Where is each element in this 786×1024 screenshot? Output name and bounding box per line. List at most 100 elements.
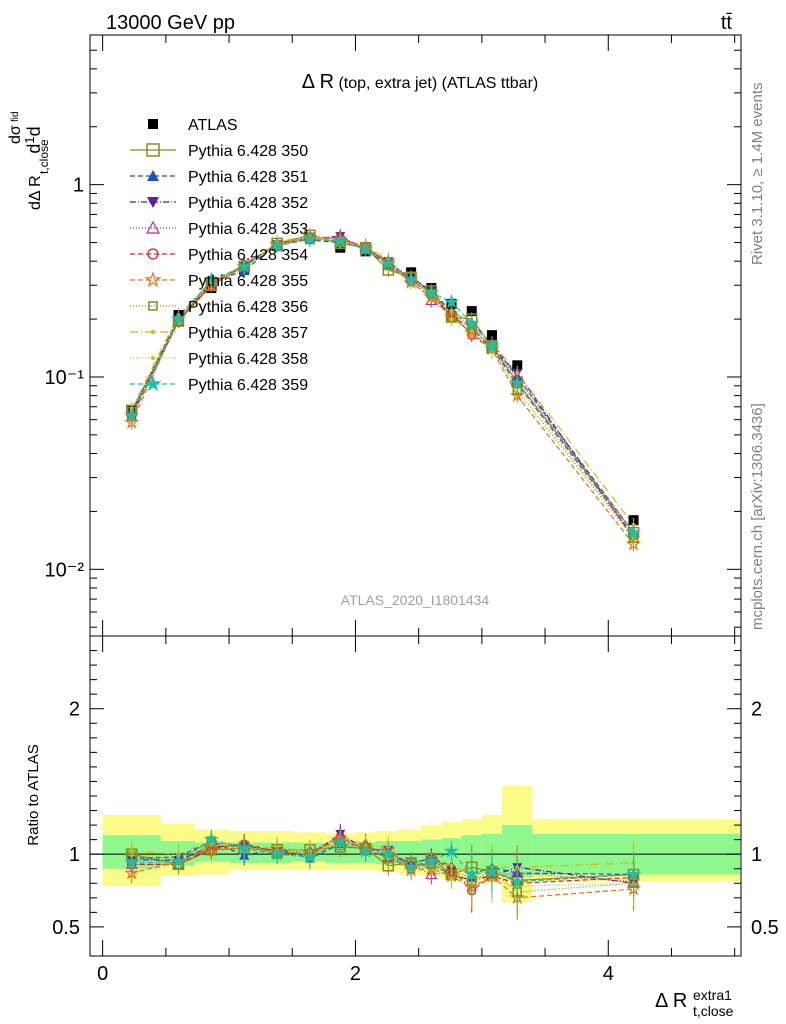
ratio-point — [332, 834, 348, 850]
ratio-y-label-left: 1 — [69, 844, 80, 866]
legend-label: Pythia 6.428 356 — [188, 299, 308, 316]
ratio-point — [380, 846, 396, 861]
xlabel-sup: extra1 — [693, 987, 732, 1003]
legend-marker — [144, 271, 162, 288]
ratio-y-label-right: 0.5 — [751, 917, 779, 939]
ratio-point — [403, 859, 419, 874]
analysis-id: ATLAS_2020_I1801434 — [341, 592, 490, 608]
ratio-line — [131, 836, 634, 892]
series-point — [302, 231, 318, 246]
legend: ATLAS Pythia 6.428 350 Pythia 6.428 351 Pyt… — [130, 117, 308, 394]
y-tick-label: 1 — [73, 175, 84, 197]
lower-panel: 0.5 0.5 1 1 2 2 0 2 4 — [52, 635, 779, 985]
series-point — [625, 524, 642, 540]
ratio-point — [443, 843, 460, 858]
lower-ticks: 0.5 0.5 1 1 2 2 0 2 4 — [52, 636, 779, 985]
xlabel-sub: t,close — [693, 1003, 734, 1019]
side-mcplots: mcplots.cern.ch [arXiv:1306.3436] — [749, 403, 766, 630]
legend-marker — [148, 301, 158, 311]
ratio-point — [625, 866, 642, 882]
series-line — [131, 238, 635, 534]
series-point — [423, 284, 439, 299]
x-axis-label: Δ R extra1 t,close — [655, 987, 734, 1019]
ratio-point — [269, 846, 285, 861]
series-point — [449, 317, 454, 322]
series-point — [358, 241, 374, 257]
legend-label: ATLAS — [188, 117, 238, 134]
lower-frame — [89, 635, 742, 957]
series-point — [380, 255, 396, 270]
legend-label: Pythia 6.428 358 — [188, 351, 308, 368]
ratio-point — [449, 876, 454, 881]
ratio-y-label-right: 1 — [751, 844, 762, 866]
series-point — [515, 370, 520, 375]
series-point — [124, 407, 140, 423]
legend-marker — [147, 170, 159, 181]
ratio-point — [484, 863, 500, 879]
mcplots-label: mcplots.cern.ch [arXiv:1306.3436] — [749, 403, 766, 630]
upper-panel: 1 10⁻¹ 10⁻² Δ R (top, extra jet) (ATLAS tt… — [45, 34, 742, 637]
ratio-point — [302, 849, 318, 864]
legend-marker — [144, 375, 162, 392]
ratio-line — [131, 840, 634, 876]
series-line — [131, 237, 635, 539]
legend-marker — [145, 220, 161, 234]
upper-ylabel-rest: dΔ R — [27, 175, 44, 210]
series-point — [443, 294, 460, 309]
series-line — [131, 237, 635, 536]
ratio-line — [131, 846, 634, 882]
ratio-point — [124, 854, 140, 870]
legend-label: Pythia 6.428 357 — [188, 325, 308, 342]
legend-label: Pythia 6.428 353 — [188, 221, 308, 238]
legend-label: Pythia 6.428 350 — [188, 143, 308, 160]
xlabel-main: Δ R — [655, 990, 687, 1012]
ratio-point — [170, 853, 187, 868]
ratio-point — [203, 831, 220, 847]
legend-marker — [148, 119, 158, 129]
ratio-line — [131, 840, 634, 876]
series-point — [170, 311, 187, 326]
ratio-point — [509, 873, 525, 889]
lower-series-layer — [124, 823, 642, 920]
energy-label: 13000 GeV pp — [106, 12, 235, 34]
y-tick-label: 10⁻² — [45, 559, 85, 581]
upper-title: Δ R (top, extra jet) (ATLAS ttbar) — [302, 71, 538, 93]
title-main: Δ R — [302, 71, 334, 93]
ratio-y-label-left: 2 — [69, 699, 80, 721]
ratio-point — [124, 865, 140, 880]
legend-label: Pythia 6.428 351 — [188, 169, 308, 186]
series-point — [236, 258, 252, 274]
legend-marker — [146, 143, 160, 157]
series-point — [484, 337, 500, 353]
upper-ticks: 1 10⁻¹ 10⁻² — [45, 34, 741, 636]
ratio-y-label-right: 2 — [751, 699, 762, 721]
legend-marker — [147, 248, 159, 260]
series-point — [332, 232, 348, 248]
series-point — [203, 271, 220, 287]
series-point — [464, 315, 480, 330]
upper-ylabel-main: d1d — [22, 126, 44, 153]
y-tick-label: 10⁻¹ — [45, 367, 85, 389]
series-point — [269, 238, 285, 253]
legend-marker — [151, 356, 155, 360]
legend-marker — [147, 197, 159, 208]
side-rivet: Rivet 3.1.10, ≥ 1.4M events — [749, 83, 766, 266]
ratio-line — [131, 840, 634, 887]
atlas-point — [486, 330, 497, 341]
x-tick-label: 0 — [97, 963, 108, 985]
legend-label: Pythia 6.428 354 — [188, 247, 308, 264]
rivet-label: Rivet 3.1.10, ≥ 1.4M events — [749, 83, 766, 266]
legend-label: Pythia 6.428 359 — [188, 377, 308, 394]
x-tick-label: 4 — [603, 963, 614, 985]
ratio-point — [236, 840, 252, 855]
legend-label: Pythia 6.428 355 — [188, 273, 308, 290]
series-point — [403, 271, 419, 287]
ratio-y-label-left: 0.5 — [52, 917, 80, 939]
legend-marker — [151, 330, 155, 334]
ratio-line — [131, 838, 634, 883]
upper-ylabel: d1d dσ dΔ R t,close fid — [7, 111, 51, 210]
ratio-point — [464, 866, 480, 882]
upper-series-layer — [124, 228, 642, 552]
upper-ylabel-fid: fid — [10, 111, 21, 122]
ratio-ylabel: Ratio to ATLAS — [25, 744, 42, 845]
